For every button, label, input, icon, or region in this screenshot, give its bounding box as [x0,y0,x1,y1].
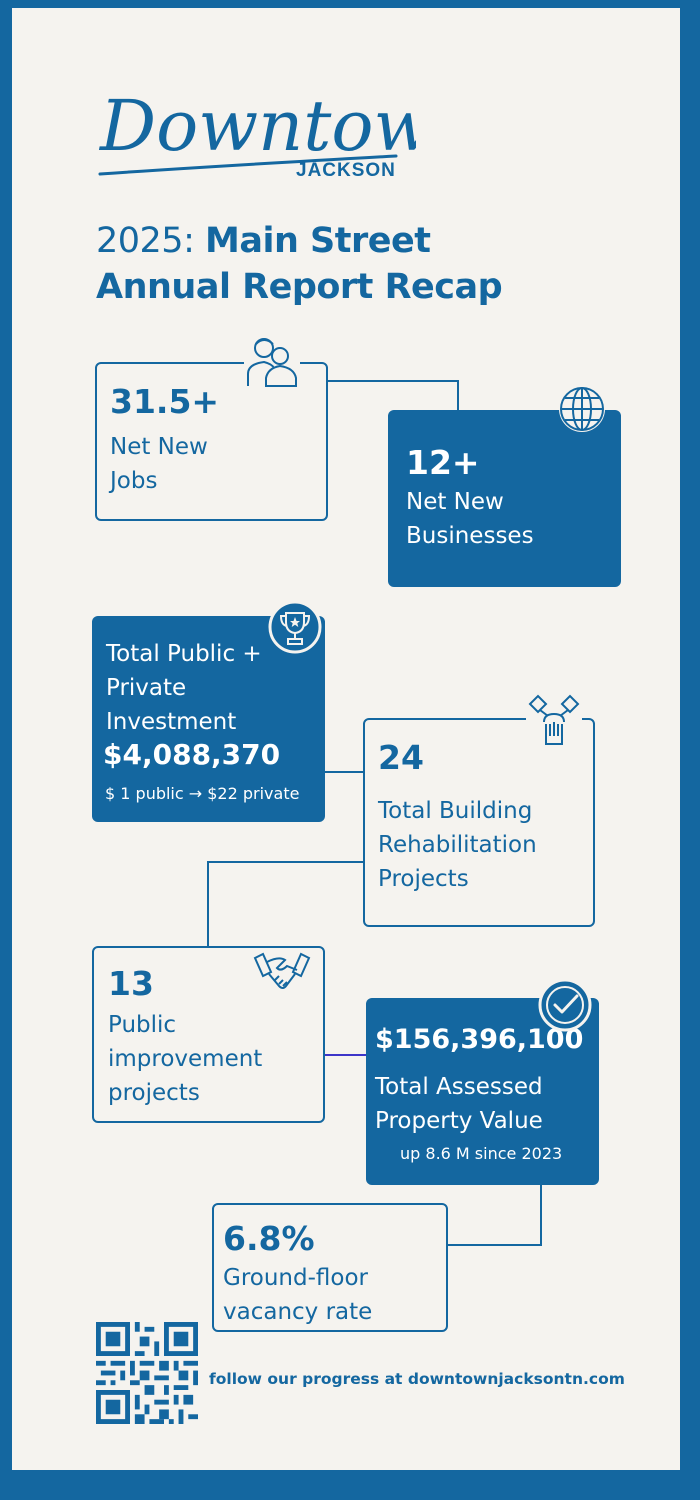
downtown-logo: Downtown [98,85,416,176]
jobs-card: 31.5+ Net New Jobs [95,362,328,521]
downtown-logo-text: Downtown [98,85,416,167]
property-value: $156,396,100 [375,1024,584,1055]
investment-value: $4,088,370 [103,738,281,771]
investment-ratio-note: $ 1 public → $22 private [105,784,300,803]
property-label: Total Assessed Property Value [375,1074,543,1134]
qr-code-icon[interactable] [96,1322,198,1424]
title-year: 2025: [96,221,195,261]
logo-jackson-text: JACKSON [296,160,396,181]
jobs-value: 31.5+ [110,382,220,421]
improvement-value: 13 [108,964,154,1003]
rehab-value: 24 [378,738,424,777]
jobs-label: Net New Jobs [110,434,208,494]
vacancy-value: 6.8% [223,1219,315,1258]
rehab-card: 24 Total Building Rehabilitation Project… [363,718,595,927]
footer-website-link[interactable]: follow our progress at downtownjacksontn… [209,1370,625,1388]
property-change-note: up 8.6 M since 2023 [400,1144,563,1163]
investment-card: Total Public + Private Investment $4,088… [92,616,325,822]
page-title: 2025: Main Street Annual Report Recap [96,218,503,310]
people-icon [244,334,300,388]
businesses-value: 12+ [406,443,480,482]
teamwork-hands-icon [526,694,582,748]
improvement-label: Public improvement projects [108,1012,263,1106]
globe-icon [559,386,605,432]
title-annual-report: Annual Report Recap [96,267,503,307]
vacancy-card: 6.8% Ground-floor vacancy rate [212,1203,448,1332]
businesses-card: 12+ Net New Businesses [388,410,621,587]
rehab-label: Total Building Rehabilitation Projects [378,798,537,892]
trophy-icon [268,600,322,654]
checkmark-icon [538,978,592,1032]
handshake-icon [253,952,311,989]
businesses-label: Net New Businesses [406,489,534,549]
vacancy-label: Ground-floor vacancy rate [223,1265,373,1325]
title-main-street: Main Street [205,221,431,261]
investment-label: Total Public + Private Investment [106,641,262,735]
improvement-card: 13 Public improvement projects [92,946,325,1123]
